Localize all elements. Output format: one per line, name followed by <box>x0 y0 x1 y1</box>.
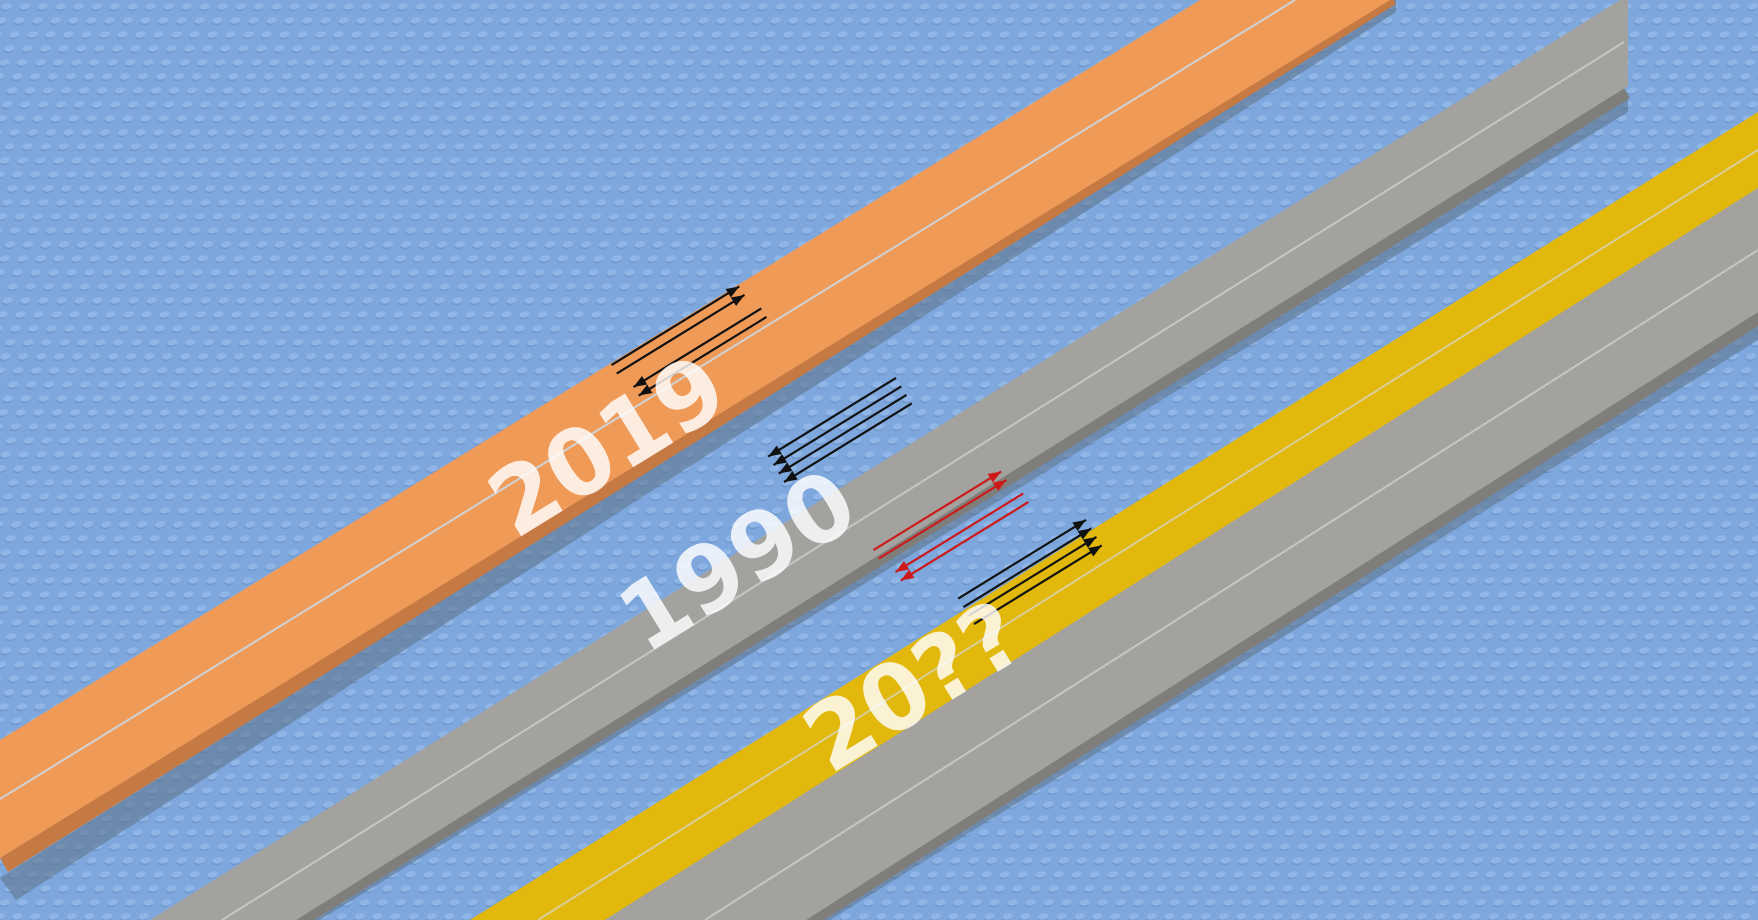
road-20xx-centerline-left <box>537 149 1758 920</box>
road-20xx-arrow-line <box>900 501 1030 582</box>
road-20xx-centerline-right <box>704 249 1758 920</box>
road-2019-arrow-line <box>610 285 740 366</box>
road-2019-side <box>0 0 1396 872</box>
road-20xx-arrow-head <box>1072 519 1087 531</box>
road-20xx-arrow-line <box>962 527 1092 608</box>
road-1990-surface <box>150 0 1628 920</box>
road-20xx-arrow-head <box>900 569 915 581</box>
road-20xx-arrow-line <box>878 479 1008 560</box>
road-1990-arrows <box>767 376 913 484</box>
road-20xx: 20?? <box>470 112 1758 920</box>
road-20xx-arrow-head <box>992 479 1007 492</box>
road-1990-centerline <box>221 41 1625 920</box>
road-2019-arrows <box>610 285 768 397</box>
road-20xx-arrow-head <box>1088 545 1102 557</box>
road-20xx-lane-right <box>605 188 1758 920</box>
road-20xx-lane-left <box>470 112 1758 920</box>
road-2019-arrow-head <box>638 384 653 396</box>
road-2019-arrow-line <box>616 294 746 375</box>
road-1990-arrow-line <box>767 376 897 458</box>
road-20xx-arrow-line <box>957 518 1087 600</box>
road-20xx-arrow-head <box>1077 528 1092 540</box>
road-20xx-arrow-line <box>872 470 1002 551</box>
road-2019-shadow <box>0 0 1396 900</box>
road-2019-arrow-head <box>633 375 648 388</box>
road-1990-arrow-line <box>772 385 902 466</box>
road-1990-arrow-head <box>778 462 793 474</box>
road-20xx-arrow-line <box>894 492 1024 573</box>
road-1990-arrow-head <box>783 471 798 483</box>
road-1990-arrow-head <box>768 445 782 457</box>
road-2019-surface <box>0 0 1390 858</box>
road-2019-arrow-line <box>632 307 762 388</box>
road-2019-arrow-line <box>638 316 768 397</box>
road-1990-side <box>296 88 1630 920</box>
road-20xx-arrow-line <box>968 536 1098 617</box>
road-20xx-arrow-head <box>895 560 910 573</box>
road-2019-arrow-head <box>725 286 740 298</box>
road-1990-arrow-line <box>778 394 908 475</box>
road-1990-arrow-head <box>773 453 788 466</box>
road-20xx-arrow-head <box>1082 536 1097 549</box>
road-20xx-arrow-line <box>973 544 1103 626</box>
road-1990-arrow-line <box>783 402 913 484</box>
road-2019: 2019 <box>0 0 1396 900</box>
road-2019-centerline <box>0 0 1296 800</box>
road-20xx-arrow-head <box>987 471 1002 483</box>
road-20xx-arrows <box>872 470 1103 626</box>
road-2019-arrow-head <box>730 294 745 307</box>
